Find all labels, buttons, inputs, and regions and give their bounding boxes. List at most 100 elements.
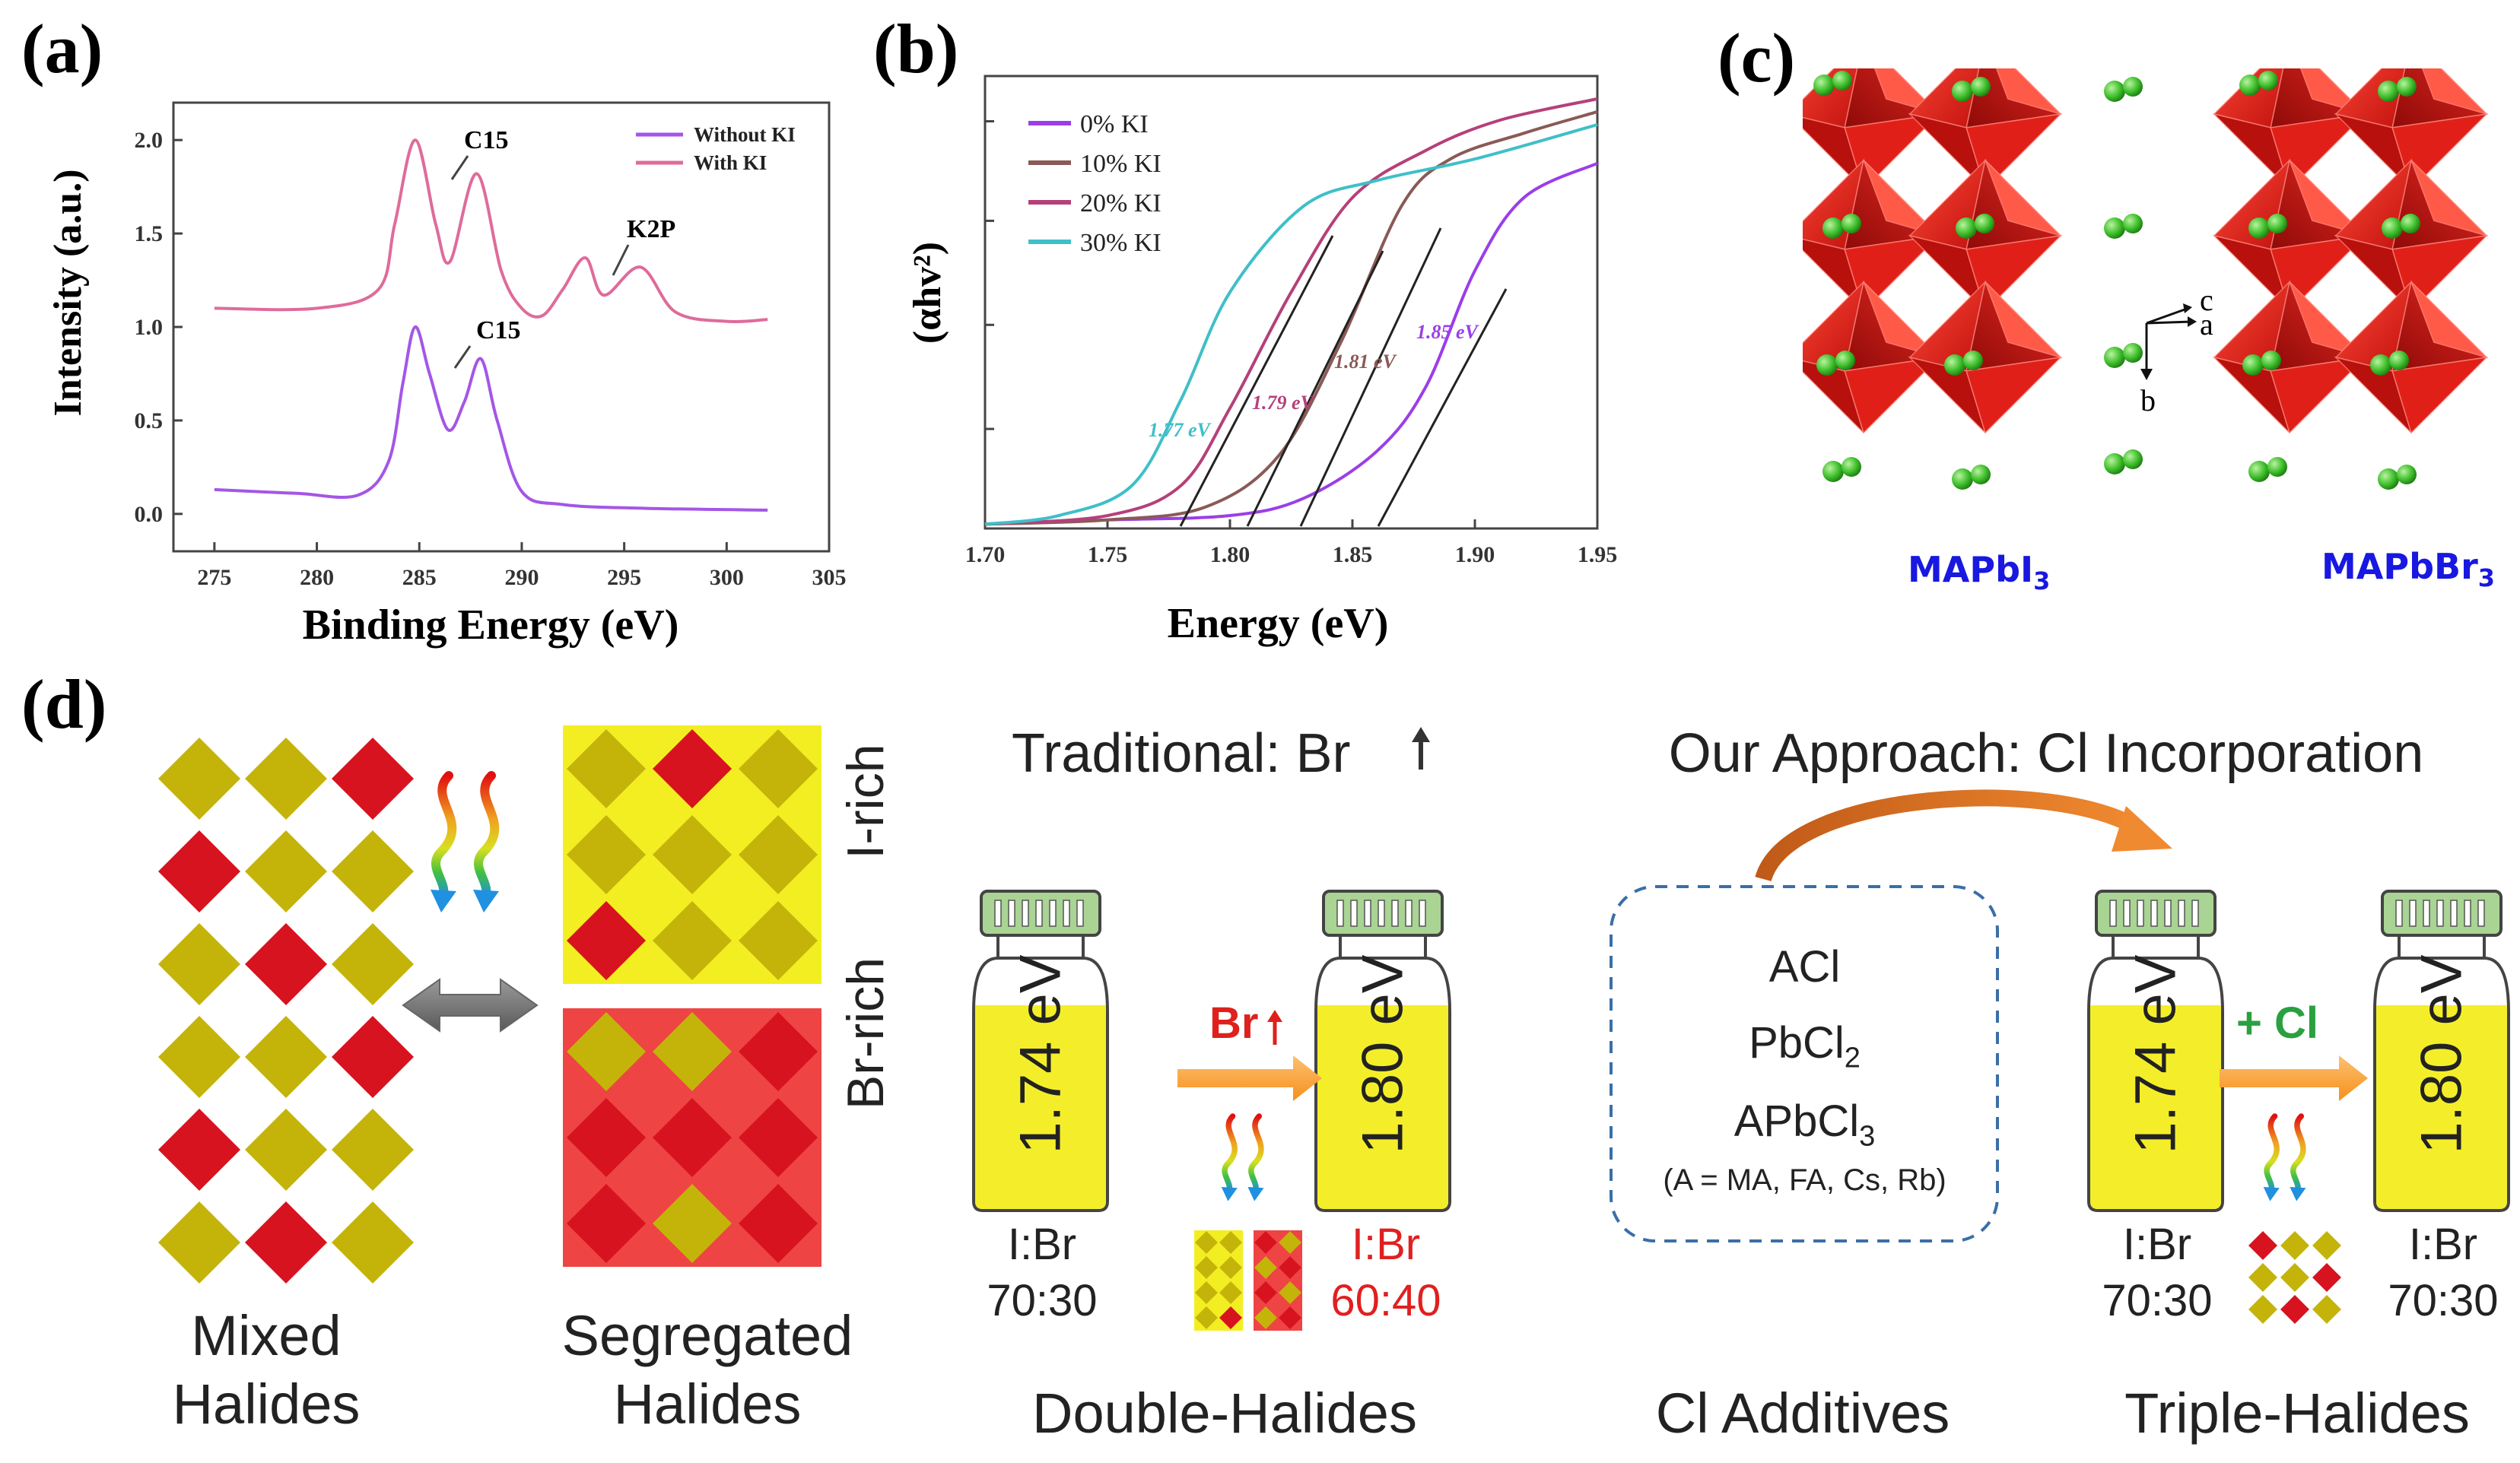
series-20-ki [984, 97, 1598, 526]
vial-3 [2087, 890, 2224, 1212]
cation-sphere-4b [1835, 351, 1855, 370]
mini-diamond-0-1-0 [1195, 1256, 1218, 1279]
seg-bot-diamond-1-1 [653, 1098, 732, 1177]
vial-1-ratio-value: 70:30 [987, 1276, 1098, 1326]
crystal-structures: c a b [1803, 68, 2489, 490]
legend-text-with-ki: With KI [694, 151, 767, 174]
fit-line-0 [1377, 288, 1508, 527]
i-rich-label-wrap: I-rich Br-rich [837, 744, 904, 1315]
cation-sphere-6b [2267, 457, 2287, 477]
mini-diamond-1-1-0 [1254, 1256, 1277, 1279]
mixed-diamond-3-0 [158, 1016, 240, 1098]
cation-sphere-11b [2123, 449, 2143, 469]
cation-sphere-0b [1832, 71, 1852, 90]
mini-diamond-1-1-1 [1279, 1256, 1301, 1279]
cation-sphere-6 [1822, 461, 1844, 482]
cation-sphere-2b [2267, 214, 2287, 233]
y-tick-label-0.5: 0.5 [135, 408, 164, 433]
x-tick-label-285: 285 [402, 565, 437, 590]
cl-arrow-label: + Cl [2236, 998, 2318, 1048]
x-tick-label-280: 280 [300, 565, 334, 590]
seg-bot-diamond-2-0 [567, 1184, 646, 1263]
x-tick-label-1.70: 1.70 [965, 542, 1006, 567]
mini-lattice-double [1194, 1230, 1302, 1331]
mixed-diamond-4-0 [158, 1109, 240, 1191]
octahedron-4 [2212, 280, 2367, 434]
mini-diamond-1-0-1 [1279, 1231, 1301, 1254]
chart-b-xlabel: Energy (eV) [1168, 600, 1389, 647]
cation-sphere-8b [2123, 77, 2143, 97]
chart-a-xlabel: Binding Energy (eV) [303, 601, 679, 649]
x-tick-label-275: 275 [197, 565, 231, 590]
cation-sphere-1b [2397, 77, 2417, 97]
mixed-diamond-5-0 [158, 1201, 240, 1284]
panel-label-d: (d) [21, 665, 107, 743]
caption-segregated-line1: Segregated [561, 1304, 853, 1367]
vial-3-ratio: I:Br 70:30 [2081, 1217, 2233, 1329]
mini-diamond-0-0-1 [1219, 1231, 1242, 1254]
cation-sphere-4b [2261, 351, 2281, 370]
caption-mixed-line1: Mixed [191, 1304, 342, 1367]
caption-cl-additives: Cl Additives [1655, 1382, 1950, 1445]
mixed-diamond-1-1 [245, 830, 327, 912]
vial-2-ratio-value: 60:40 [1330, 1276, 1441, 1326]
x-tick-label-300: 300 [710, 565, 744, 590]
seg-bot-diamond-2-1 [653, 1184, 732, 1263]
vial-3-energy: 1.74 eV [2123, 954, 2188, 1154]
mixed-diamond-5-2 [332, 1201, 414, 1284]
legend-text-3: 30% KI [1080, 229, 1161, 257]
vial-4 [2373, 890, 2510, 1212]
seg-top-diamond-2-1 [653, 901, 732, 980]
vial-4-ratio: I:Br 70:30 [2367, 1217, 2519, 1329]
mini-triple-diamond-2-1 [2280, 1295, 2309, 1324]
cation-sphere-2 [2248, 217, 2270, 239]
cation-sphere-9 [2104, 217, 2125, 239]
vial-3-ratio-value: 70:30 [2102, 1276, 2213, 1326]
mini-diamond-1-2-1 [1279, 1281, 1301, 1304]
mini-diamond-0-3-1 [1219, 1306, 1242, 1329]
x-tick-label-1.85: 1.85 [1333, 542, 1373, 567]
series-with-ki [214, 138, 768, 324]
annotation-c15-top: C15 [464, 126, 509, 154]
caption-triple-halides: Triple-Halides [2124, 1382, 2470, 1445]
cation-sphere-1b [1971, 77, 1991, 97]
cation-sphere-10b [2123, 343, 2143, 363]
mini-diamond-1-3-1 [1279, 1306, 1301, 1329]
mixed-diamond-2-0 [158, 923, 240, 1005]
x-tick-label-1.80: 1.80 [1210, 542, 1250, 567]
annotation-179: 1.79 eV [1252, 392, 1316, 414]
mixed-diamond-2-2 [332, 923, 414, 1005]
x-tick-label-1.90: 1.90 [1455, 542, 1495, 567]
annotation-c15-bottom: C15 [476, 316, 521, 344]
seg-top-diamond-0-1 [653, 729, 732, 808]
br-rich-domain [563, 1008, 821, 1267]
mixed-halides-lattice [158, 738, 414, 1284]
chart-b-series [984, 97, 1598, 526]
light-1-ray-0 [431, 771, 457, 912]
seg-bot-diamond-2-2 [739, 1184, 818, 1263]
cation-sphere-1 [1952, 81, 1973, 102]
cation-sphere-5b [2389, 351, 2409, 370]
axis-c-label: c [2200, 283, 2213, 317]
label-mapbi3: MAPbI3 [1908, 549, 2051, 596]
up-arrow-icon [1412, 727, 1430, 770]
series-10-ki [984, 110, 1598, 526]
chart-b-xticks: 1.70 1.75 1.80 1.85 1.90 1.95 [965, 519, 1617, 567]
chart-a-ylabel: Intensity (a.u.) [46, 169, 90, 416]
y-tick-label-2.0: 2.0 [135, 128, 164, 153]
orange-arrow-cl [2220, 1055, 2368, 1101]
cation-sphere-7b [2397, 465, 2417, 484]
cation-sphere-0b [2258, 71, 2278, 90]
vial-1-ratio-label: I:Br [1007, 1220, 1077, 1269]
series-without-ki [214, 325, 768, 512]
cation-sphere-3 [2382, 217, 2403, 239]
chart-b-yticks [985, 120, 994, 430]
vial-2-ratio-label: I:Br [1351, 1220, 1421, 1269]
cation-sphere-3b [1975, 214, 1994, 233]
mini-triple-diamond-1-2 [2312, 1263, 2341, 1292]
br-up-arrow-icon [1267, 1010, 1282, 1045]
approach-title: Our Approach: Cl Incorporation [1668, 723, 2424, 784]
axes-indicator: c a b [2140, 283, 2213, 417]
cation-sphere-0 [2239, 75, 2261, 96]
mini-triple-diamond-1-1 [2280, 1263, 2309, 1292]
